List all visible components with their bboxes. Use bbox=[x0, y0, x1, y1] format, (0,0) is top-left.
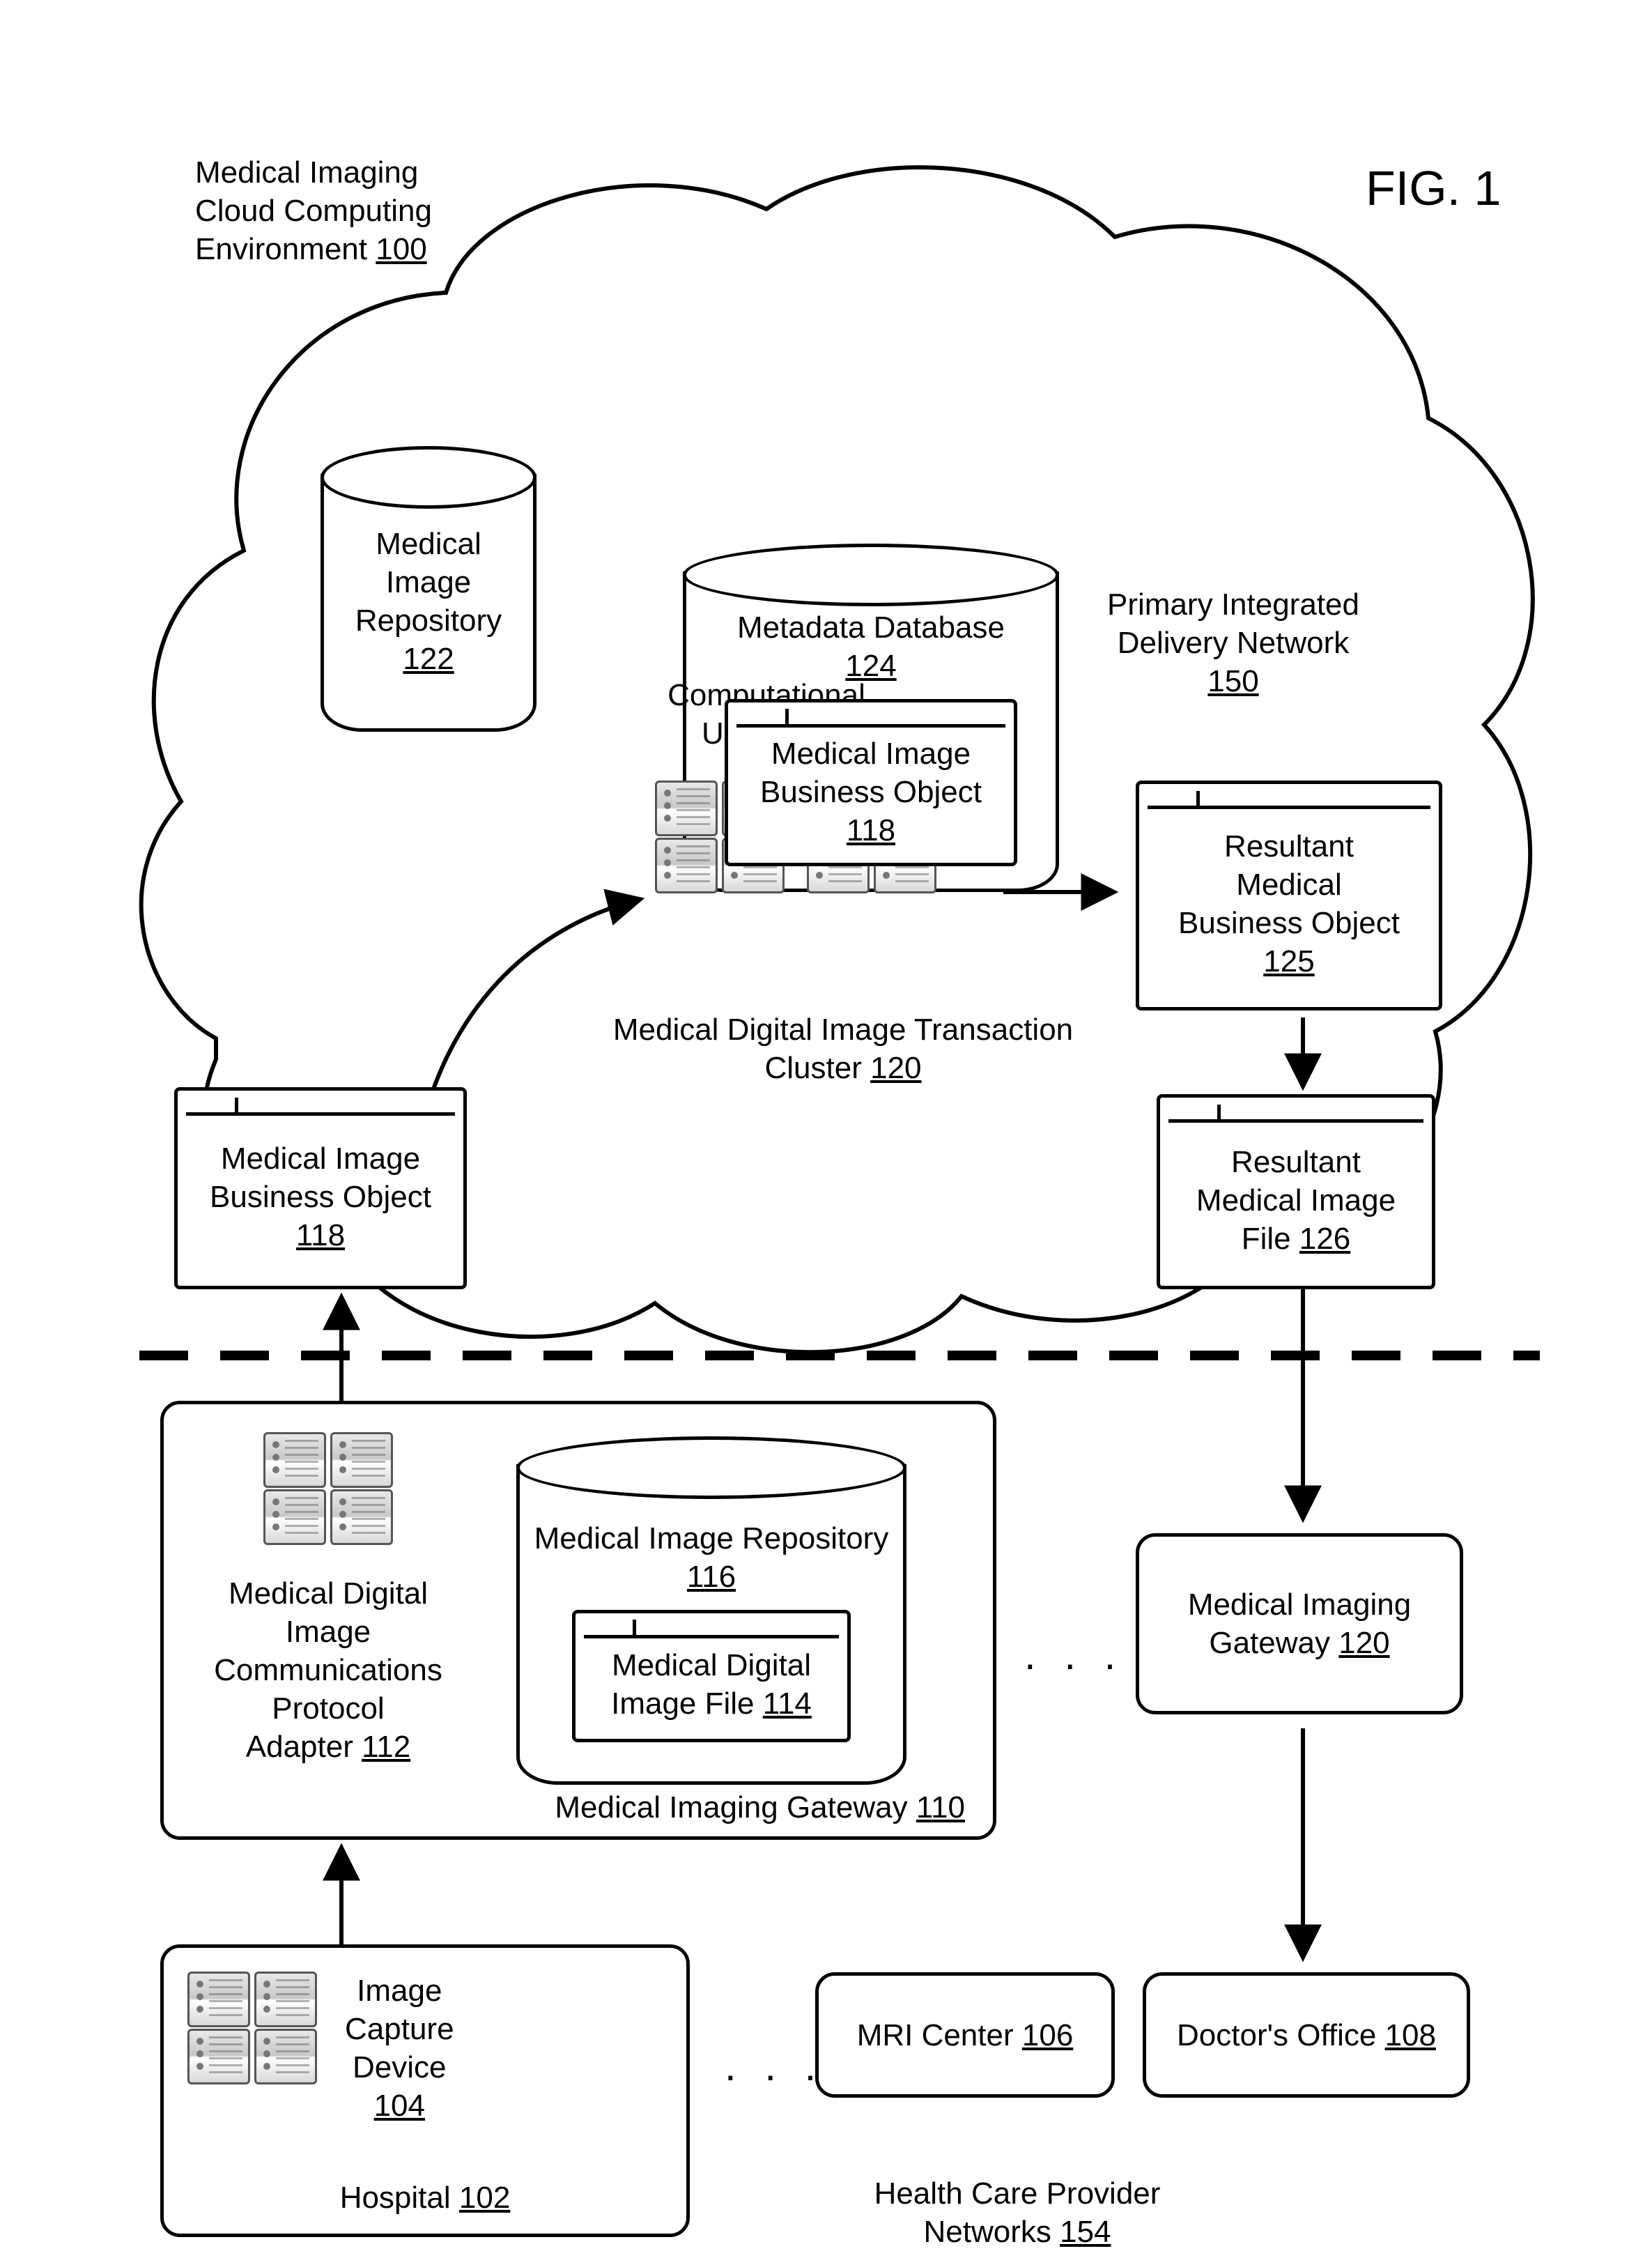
cloud-title-l3: Environment bbox=[195, 232, 367, 266]
device-l3: Device bbox=[345, 2048, 454, 2087]
rfile-l1: Resultant bbox=[1196, 1143, 1396, 1181]
file114-l1: Medical Digital bbox=[611, 1646, 812, 1684]
repo122-ref: 122 bbox=[338, 640, 519, 678]
figure-canvas: FIG. 1 Medical Imaging Cloud Computing bbox=[0, 0, 1652, 2112]
rfile-l3: File bbox=[1242, 1222, 1291, 1256]
bo118db-l1: Medical Image bbox=[760, 735, 982, 773]
adapter-l1: Medical Digital Image bbox=[182, 1574, 474, 1651]
cylinder-metadata-124: Metadata Database 124 Medical Image Busi… bbox=[683, 571, 1059, 892]
rbo-l2: Medical bbox=[1178, 866, 1400, 904]
file114-ref: 114 bbox=[763, 1687, 812, 1721]
bo118db-ref: 118 bbox=[760, 811, 982, 850]
repo-116-wrap: Medical Image Repository 116 Medical Dig… bbox=[516, 1422, 975, 1785]
cluster-ref: 120 bbox=[870, 1051, 921, 1085]
hospital-ref: 102 bbox=[459, 2181, 510, 2215]
bo118l-ref: 118 bbox=[210, 1216, 431, 1254]
providers-label: Health Care Provider Networks 154 bbox=[794, 2174, 1240, 2251]
ellipsis-gateways: . . . bbox=[1024, 1631, 1124, 1679]
cylinder-repo-122: Medical Image Repository 122 bbox=[321, 474, 536, 732]
adapter-l2: Communications Protocol bbox=[182, 1651, 474, 1728]
rbo-ref: 125 bbox=[1178, 942, 1400, 981]
gw120-ref: 120 bbox=[1338, 1626, 1389, 1660]
doc-file-114: Medical Digital Image File 114 bbox=[572, 1610, 851, 1742]
gw110-ref: 110 bbox=[916, 1790, 965, 1824]
cloud-title-l2: Cloud Computing bbox=[195, 192, 432, 230]
repo122-l3: Repository bbox=[338, 601, 519, 640]
idn-label: Primary Integrated Delivery Network 150 bbox=[1087, 585, 1380, 700]
doc-result-bo-125: Resultant Medical Business Object 125 bbox=[1136, 781, 1442, 1011]
bo118db-l2: Business Object bbox=[760, 773, 982, 811]
gw120-l2: Gateway bbox=[1209, 1626, 1330, 1660]
mri-box: MRI Center 106 bbox=[815, 1972, 1115, 2098]
repo122-l2: Image bbox=[338, 563, 519, 601]
device-ref: 104 bbox=[345, 2087, 454, 2125]
prov-l2: Networks bbox=[923, 2215, 1051, 2249]
doc-bo-118-in-db: Medical Image Business Object 118 bbox=[725, 699, 1017, 866]
idn-ref: 150 bbox=[1087, 662, 1380, 700]
hospital-servers bbox=[187, 1972, 317, 2086]
adapter-ref: 112 bbox=[362, 1730, 410, 1764]
cloud-title: Medical Imaging Cloud Computing Environm… bbox=[195, 153, 432, 268]
cloud-title-ref: 100 bbox=[376, 232, 426, 266]
idn-l2: Delivery Network bbox=[1087, 624, 1380, 662]
rfile-l2: Medical Image bbox=[1196, 1181, 1396, 1220]
rbo-l1: Resultant bbox=[1178, 827, 1400, 866]
idn-l1: Primary Integrated bbox=[1087, 585, 1380, 624]
gw120-l1: Medical Imaging bbox=[1188, 1585, 1411, 1624]
metadb-label: Metadata Database bbox=[737, 610, 1005, 645]
cloud-title-l1: Medical Imaging bbox=[195, 153, 432, 192]
metadb-ref: 124 bbox=[700, 647, 1042, 685]
hospital-box: Image Capture Device 104 Hospital 102 bbox=[160, 1944, 690, 2237]
cluster-l1: Medical Digital Image Transaction bbox=[592, 1011, 1094, 1049]
doctor-box: Doctor's Office 108 bbox=[1143, 1972, 1470, 2098]
hospital-label: Hospital bbox=[340, 2181, 451, 2215]
prov-ref: 154 bbox=[1060, 2215, 1111, 2249]
bo118l-l2: Business Object bbox=[210, 1178, 431, 1216]
rfile-ref: 126 bbox=[1299, 1222, 1350, 1256]
gateway-120-box: Medical Imaging Gateway 120 bbox=[1136, 1533, 1463, 1714]
gateway-110-box: Medical Digital Image Communications Pro… bbox=[160, 1401, 996, 1840]
repo122-l1: Medical bbox=[338, 525, 519, 563]
rbo-l3: Business Object bbox=[1178, 904, 1400, 942]
gw110-text: Medical Imaging Gateway bbox=[555, 1790, 907, 1824]
ellipsis-providers: . . . bbox=[725, 2042, 824, 2090]
device-l1: Image bbox=[345, 1972, 454, 2010]
bo118l-l1: Medical Image bbox=[210, 1139, 431, 1178]
device-l2: Capture bbox=[345, 2010, 454, 2048]
gw110-label: Medical Imaging Gateway 110 bbox=[555, 1788, 965, 1827]
repo116-label: Medical Image Repository bbox=[534, 1519, 889, 1558]
repo116-ref: 116 bbox=[534, 1558, 889, 1596]
doc-bo-118-left: Medical Image Business Object 118 bbox=[174, 1087, 467, 1289]
cluster-l2: Cluster bbox=[764, 1051, 861, 1085]
adapter-servers bbox=[263, 1432, 393, 1546]
prov-l1: Health Care Provider bbox=[794, 2174, 1240, 2213]
adapter-col: Medical Digital Image Communications Pro… bbox=[182, 1422, 474, 1766]
doctor-label: Doctor's Office bbox=[1177, 2018, 1376, 2052]
cluster-label: Medical Digital Image Transaction Cluste… bbox=[592, 1011, 1094, 1087]
mri-label: MRI Center bbox=[857, 2018, 1014, 2052]
doctor-ref: 108 bbox=[1385, 2018, 1436, 2052]
cylinder-repo-116: Medical Image Repository 116 Medical Dig… bbox=[516, 1464, 906, 1785]
figure-title: FIG. 1 bbox=[1366, 160, 1501, 216]
adapter-l3: Adapter bbox=[246, 1730, 353, 1764]
doc-result-file-126: Resultant Medical Image File 126 bbox=[1157, 1094, 1435, 1289]
file114-l2: Image File bbox=[611, 1687, 754, 1721]
mri-ref: 106 bbox=[1022, 2018, 1073, 2052]
